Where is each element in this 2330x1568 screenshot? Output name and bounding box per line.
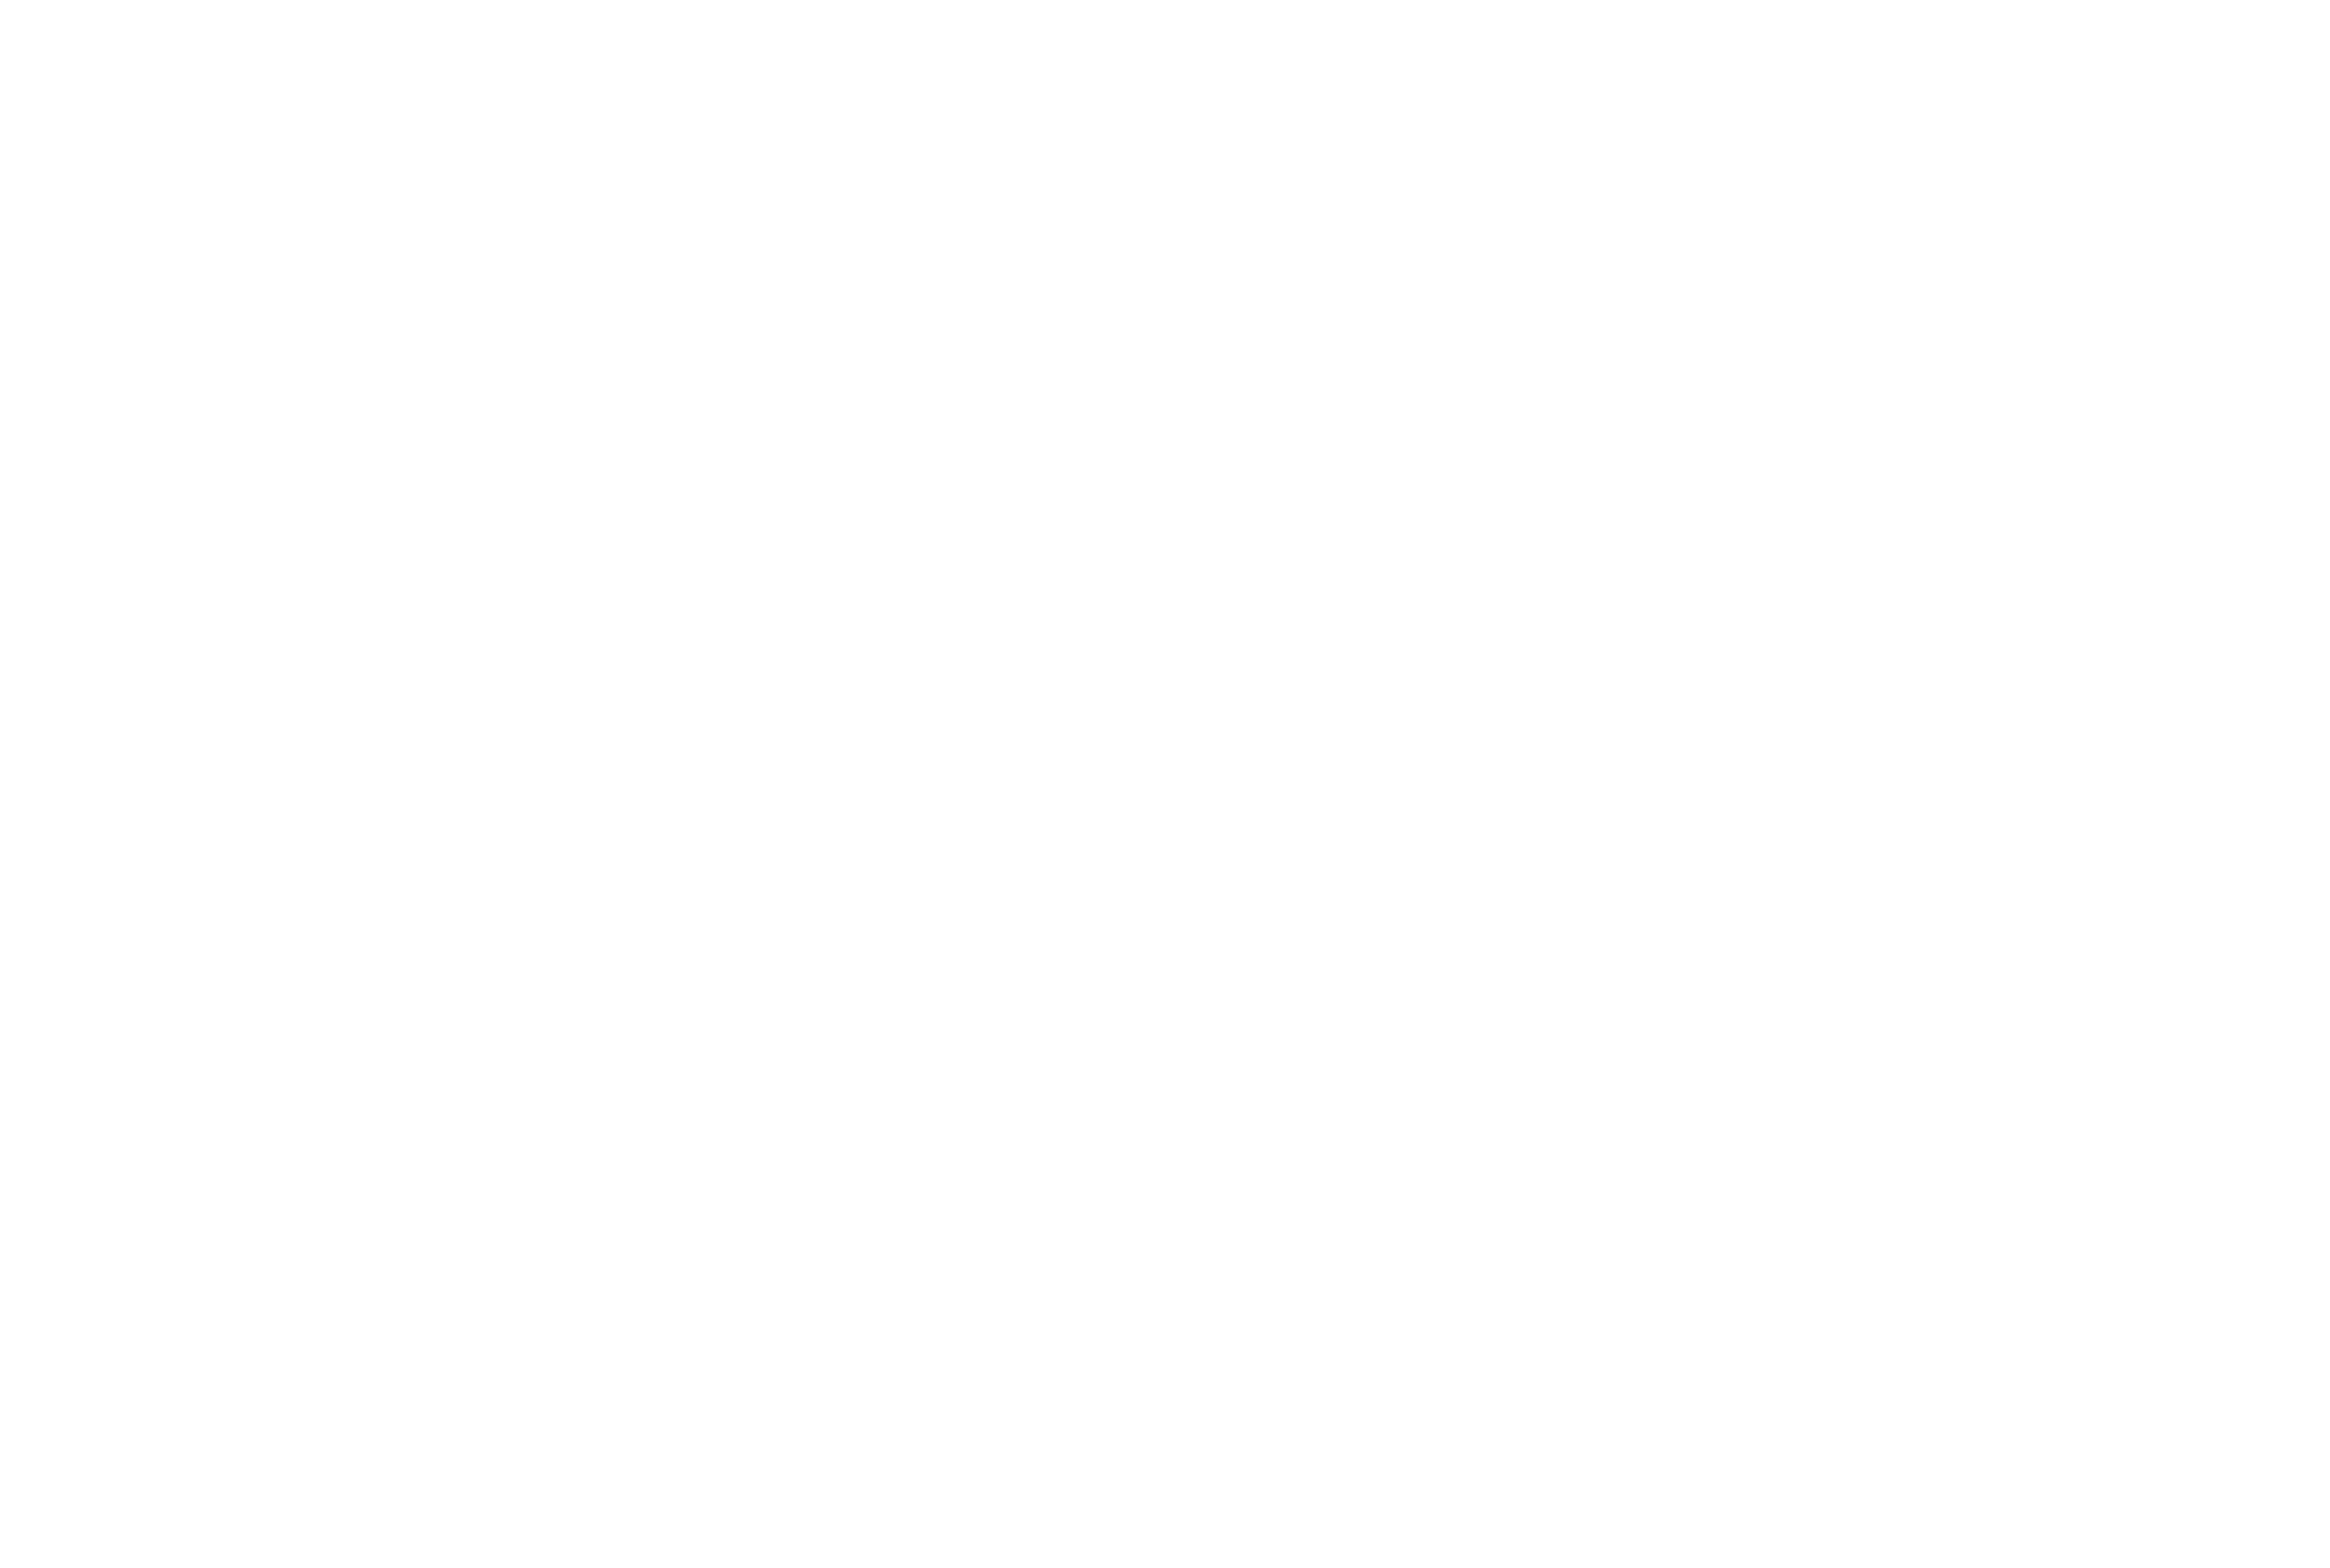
- Text: F: F: [769, 1490, 804, 1537]
- Text: E: E: [30, 1490, 65, 1537]
- Text: B: B: [769, 394, 806, 441]
- Text: A: A: [28, 855, 65, 902]
- Text: C: C: [769, 864, 806, 911]
- Text: D: D: [1664, 44, 1706, 91]
